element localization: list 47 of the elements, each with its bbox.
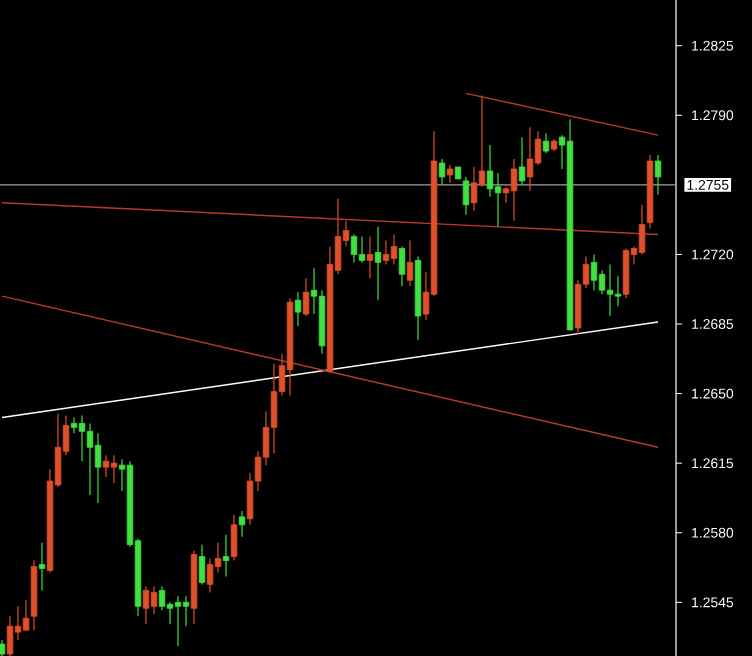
candlestick bbox=[350, 233, 358, 263]
candlestick bbox=[406, 239, 414, 287]
candlestick bbox=[606, 263, 614, 317]
candlestick bbox=[174, 595, 182, 647]
candlestick bbox=[494, 172, 502, 228]
candlestick bbox=[86, 422, 94, 496]
candlestick bbox=[270, 363, 278, 454]
candlestick bbox=[294, 291, 302, 327]
candlestick bbox=[206, 557, 214, 593]
candlestick bbox=[598, 269, 606, 295]
candlestick bbox=[70, 416, 78, 434]
candlestick bbox=[462, 176, 470, 216]
candlestick bbox=[110, 454, 118, 484]
candlestick bbox=[94, 432, 102, 504]
candlestick bbox=[302, 277, 310, 317]
candlestick bbox=[614, 275, 622, 307]
candlestick bbox=[486, 144, 494, 198]
candlestick bbox=[654, 154, 662, 196]
candlestick bbox=[102, 454, 110, 478]
candlestick bbox=[6, 615, 14, 656]
candlestick bbox=[390, 233, 398, 265]
candlestick bbox=[78, 414, 86, 462]
candlestick bbox=[526, 126, 534, 192]
candlestick bbox=[638, 204, 646, 256]
candlestick bbox=[590, 253, 598, 291]
candlestick bbox=[622, 247, 630, 299]
candlestick bbox=[238, 510, 246, 538]
candlestick bbox=[158, 585, 166, 611]
candlestick bbox=[398, 245, 406, 287]
candlestick bbox=[142, 585, 150, 625]
candlestick bbox=[510, 158, 518, 222]
candlestick bbox=[446, 164, 454, 184]
candlestick bbox=[182, 595, 190, 627]
candlestick bbox=[366, 235, 374, 279]
candlestick bbox=[230, 514, 238, 562]
candlestick bbox=[438, 158, 446, 186]
candlestick bbox=[518, 136, 526, 186]
candlestick bbox=[470, 166, 478, 212]
candlestick bbox=[38, 542, 46, 591]
candlestick bbox=[358, 235, 366, 263]
candlestick bbox=[382, 239, 390, 265]
candlestick bbox=[198, 544, 206, 586]
candlestick bbox=[222, 534, 230, 578]
candlestick bbox=[374, 226, 382, 301]
candlestick bbox=[150, 585, 158, 615]
candlestick bbox=[542, 132, 550, 154]
candlestick bbox=[22, 599, 30, 631]
